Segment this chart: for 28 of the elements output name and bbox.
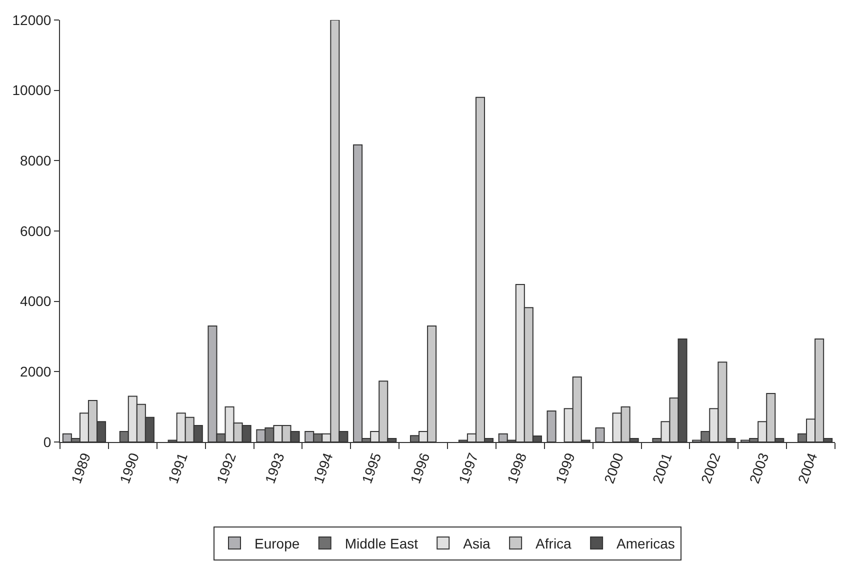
y-tick-label: 12000 — [12, 12, 52, 28]
legend-label: Americas — [616, 535, 675, 552]
y-tick-label: 4000 — [20, 293, 52, 310]
x-tick-label: 1997 — [455, 450, 482, 486]
x-tick-label: 1994 — [310, 450, 336, 486]
y-tick-label: 0 — [43, 434, 52, 450]
legend-label: Asia — [463, 535, 491, 552]
legend-label: Middle East — [344, 535, 418, 552]
x-tick-label: 1996 — [406, 450, 433, 486]
x-tick-label: 1993 — [262, 450, 288, 486]
y-tick-label: 10000 — [12, 82, 52, 98]
x-tick-label: 1995 — [358, 450, 384, 486]
x-tick-label: 2001 — [649, 450, 675, 486]
y-tick-label: 8000 — [20, 152, 52, 169]
x-tick-label: 1998 — [504, 450, 530, 486]
legend-label: Africa — [536, 535, 572, 552]
x-tick-label: 2003 — [746, 450, 772, 486]
x-tick-label: 1992 — [213, 450, 239, 486]
legend-label: Europe — [254, 535, 300, 552]
x-tick-label: 2004 — [794, 450, 820, 486]
x-tick-label: 2002 — [698, 450, 724, 486]
x-tick-label: 2000 — [600, 450, 626, 486]
x-tick-label: 1990 — [116, 450, 142, 486]
x-tick-label: 1999 — [552, 450, 578, 486]
x-tick-label: 1991 — [164, 450, 191, 486]
y-tick-label: 2000 — [20, 364, 52, 380]
x-tick-label: 1989 — [68, 450, 94, 486]
y-tick-label: 6000 — [20, 222, 52, 239]
